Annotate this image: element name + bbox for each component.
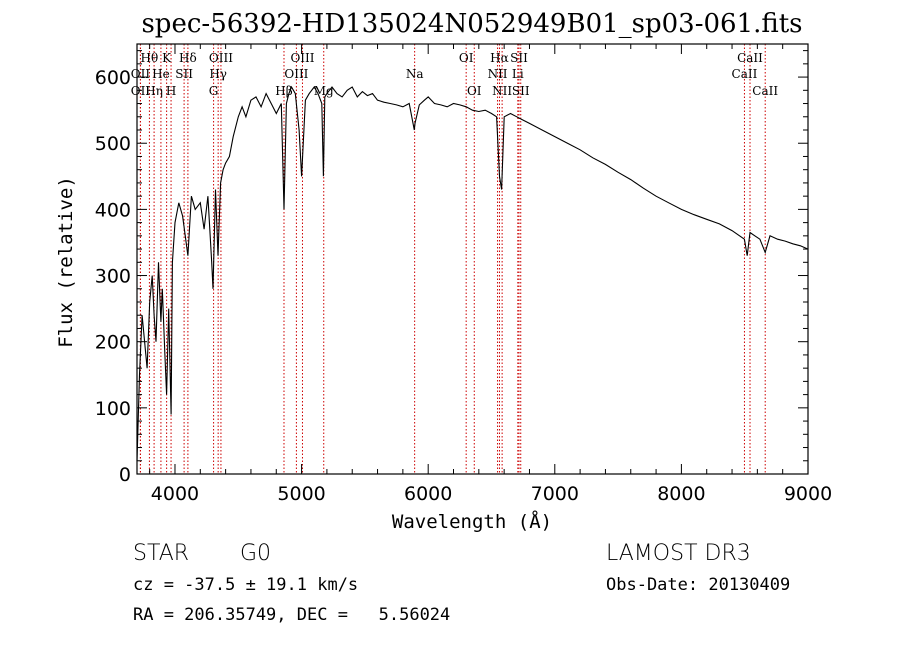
x-tick-label: 9000 <box>784 483 832 505</box>
line-marker-label: Hη <box>145 84 163 98</box>
y-tick-label: 500 <box>95 133 131 155</box>
line-marker-label: SII <box>512 84 530 98</box>
x-tick-label: 5000 <box>277 483 325 505</box>
line-marker-label: Na <box>406 67 424 81</box>
line-marker-label: NII <box>488 67 508 81</box>
line-marker-label: SII <box>510 51 528 65</box>
x-axis-label: Wavelength (Å) <box>392 510 552 533</box>
object-subclass: G0 <box>240 541 271 566</box>
plot-frame <box>136 43 809 475</box>
y-tick-label: 100 <box>95 398 131 420</box>
line-marker-label: SII <box>175 67 193 81</box>
line-marker-label: Li <box>512 67 524 81</box>
line-marker-label: OII <box>131 84 151 98</box>
obs-date: Obs-Date: 20130409 <box>606 575 790 595</box>
line-marker-label: OII <box>131 67 151 81</box>
spectrum-series-line <box>136 85 809 461</box>
y-axis-label: Flux (relative) <box>55 176 77 348</box>
line-marker-label: OIII <box>284 67 308 81</box>
line-marker-label: NII <box>492 84 512 98</box>
line-marker-label: Hα <box>490 51 509 65</box>
y-tick-label: 300 <box>95 266 131 288</box>
x-tick-label: 6000 <box>404 483 452 505</box>
line-marker-label: G <box>209 84 219 98</box>
line-marker-label: H <box>166 84 176 98</box>
survey-name: LAMOST DR3 <box>606 541 751 566</box>
x-axis: 4000 5000 6000 7000 8000 9000 <box>149 44 832 505</box>
line-marker-label: K <box>162 51 172 65</box>
y-axis: 0 100 200 300 400 500 600 <box>95 50 808 486</box>
line-marker-label: CaII <box>732 67 758 81</box>
line-marker-label: OI <box>467 84 482 98</box>
line-marker-label: He <box>152 67 170 81</box>
line-marker-label: Hδ <box>179 51 197 65</box>
y-tick-label: 0 <box>119 464 131 486</box>
object-class: STAR <box>133 541 189 566</box>
x-tick-label: 4000 <box>151 483 199 505</box>
line-marker-label: CaII <box>737 51 763 65</box>
spectral-line-markers <box>139 44 766 474</box>
x-tick-label: 7000 <box>531 483 579 505</box>
line-marker-label: Hγ <box>209 67 227 81</box>
line-marker-label: OIII <box>290 51 314 65</box>
line-marker-label: CaII <box>752 84 778 98</box>
x-tick-label: 8000 <box>657 483 705 505</box>
line-marker-label: OIII <box>209 51 233 65</box>
line-marker-label: Hθ <box>141 51 159 65</box>
line-marker-label: OI <box>459 51 474 65</box>
y-tick-label: 200 <box>95 332 131 354</box>
chart-title: spec-56392-HD135024N052949B01_sp03-061.f… <box>141 9 802 39</box>
y-tick-label: 600 <box>95 67 131 89</box>
y-tick-label: 400 <box>95 199 131 221</box>
redshift-readout: cz = -37.5 ± 19.1 km/s <box>133 575 358 595</box>
coordinates-readout: RA = 206.35749, DEC = 5.56024 <box>133 605 450 625</box>
